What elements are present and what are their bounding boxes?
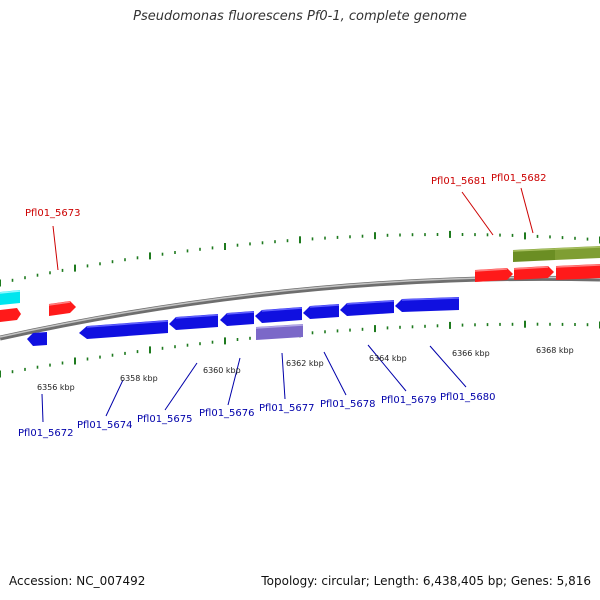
leader-line-pfl01-5675 (164, 362, 198, 411)
gene-arrow-pfl01-5672[interactable] (27, 332, 47, 346)
gene-label-pfl01-5679[interactable]: Pfl01_5679 (381, 395, 437, 406)
gene-label-pfl01-5681[interactable]: Pfl01_5681 (431, 176, 487, 187)
leader-line-pfl01-5673 (52, 225, 59, 271)
label-leader-lines (41, 187, 534, 423)
gene-arrow-pfl01-5679[interactable] (340, 300, 395, 316)
gene-arrow-pfl01-5681[interactable] (474, 268, 513, 282)
gene-label-pfl01-5675[interactable]: Pfl01_5675 (137, 414, 193, 425)
tick-mark-group (0, 230, 600, 378)
gene-arrow-forward-left-edge[interactable] (0, 308, 21, 322)
gene-arrow-pfl01-5675[interactable] (169, 314, 219, 330)
leader-line-pfl01-5672 (41, 393, 44, 423)
gene-arrow-pfl01-5680[interactable] (395, 297, 460, 312)
leader-line-pfl01-5676 (227, 357, 241, 406)
gene-label-pfl01-5673[interactable]: Pfl01_5673 (25, 208, 81, 219)
gene-label-pfl01-5682[interactable]: Pfl01_5682 (491, 173, 547, 184)
map-title: Pseudomonas fluorescens Pf0-1, complete … (133, 9, 467, 24)
gene-label-pfl01-5680[interactable]: Pfl01_5680 (440, 392, 496, 403)
tick-label-6360: 6360 kbp (203, 366, 241, 375)
gene-arrow-pfl01-5674[interactable] (79, 320, 169, 339)
olive-feature[interactable] (512, 246, 600, 262)
tick-label-6358: 6358 kbp (120, 374, 158, 383)
reverse-gene-arrows (27, 297, 460, 346)
leader-line-pfl01-5677 (281, 352, 286, 400)
gene-arrow-pfl01-5676[interactable] (220, 311, 255, 326)
gene-label-pfl01-5676[interactable]: Pfl01_5676 (199, 408, 255, 419)
tick-label-6364: 6364 kbp (369, 354, 407, 363)
leader-line-pfl01-5674 (105, 379, 124, 417)
tick-label-6366: 6366 kbp (452, 349, 490, 358)
reverse-gene-labels: Pfl01_5672 Pfl01_5674 Pfl01_5675 Pfl01_5… (18, 392, 496, 439)
forward-gene-arrows (0, 264, 600, 322)
gene-label-pfl01-5677[interactable]: Pfl01_5677 (259, 403, 315, 414)
tick-label-6362: 6362 kbp (286, 359, 324, 368)
genome-summary-text: Topology: circular; Length: 6,438,405 bp… (261, 574, 591, 588)
gene-arrow-forward-right-edge[interactable] (555, 264, 600, 280)
leader-line-pfl01-5679 (367, 344, 407, 392)
lavender-feature[interactable] (255, 324, 304, 340)
tick-label-6356: 6356 kbp (37, 383, 75, 392)
gene-label-pfl01-5672[interactable]: Pfl01_5672 (18, 428, 74, 439)
forward-gene-labels: Pfl01_5673 Pfl01_5681 Pfl01_5682 (25, 173, 547, 219)
accession-text: Accession: NC_007492 (9, 574, 146, 588)
tick-label-6368: 6368 kbp (536, 346, 574, 355)
cyan-feature[interactable] (0, 290, 21, 305)
gene-arrow-pfl01-5673[interactable] (48, 301, 76, 316)
leader-line-pfl01-5682 (520, 187, 534, 234)
leader-line-pfl01-5680 (429, 345, 467, 388)
leader-line-pfl01-5678 (323, 351, 347, 396)
leader-line-pfl01-5681 (461, 191, 494, 236)
gene-arrow-pfl01-5682[interactable] (513, 266, 554, 280)
gene-arrow-pfl01-5677[interactable] (255, 307, 303, 323)
gene-label-pfl01-5674[interactable]: Pfl01_5674 (77, 420, 133, 431)
gene-label-pfl01-5678[interactable]: Pfl01_5678 (320, 399, 376, 410)
gene-arrow-pfl01-5678[interactable] (303, 304, 340, 319)
scale-tick-labels: 6356 kbp 6358 kbp 6360 kbp 6362 kbp 6364… (37, 346, 574, 392)
